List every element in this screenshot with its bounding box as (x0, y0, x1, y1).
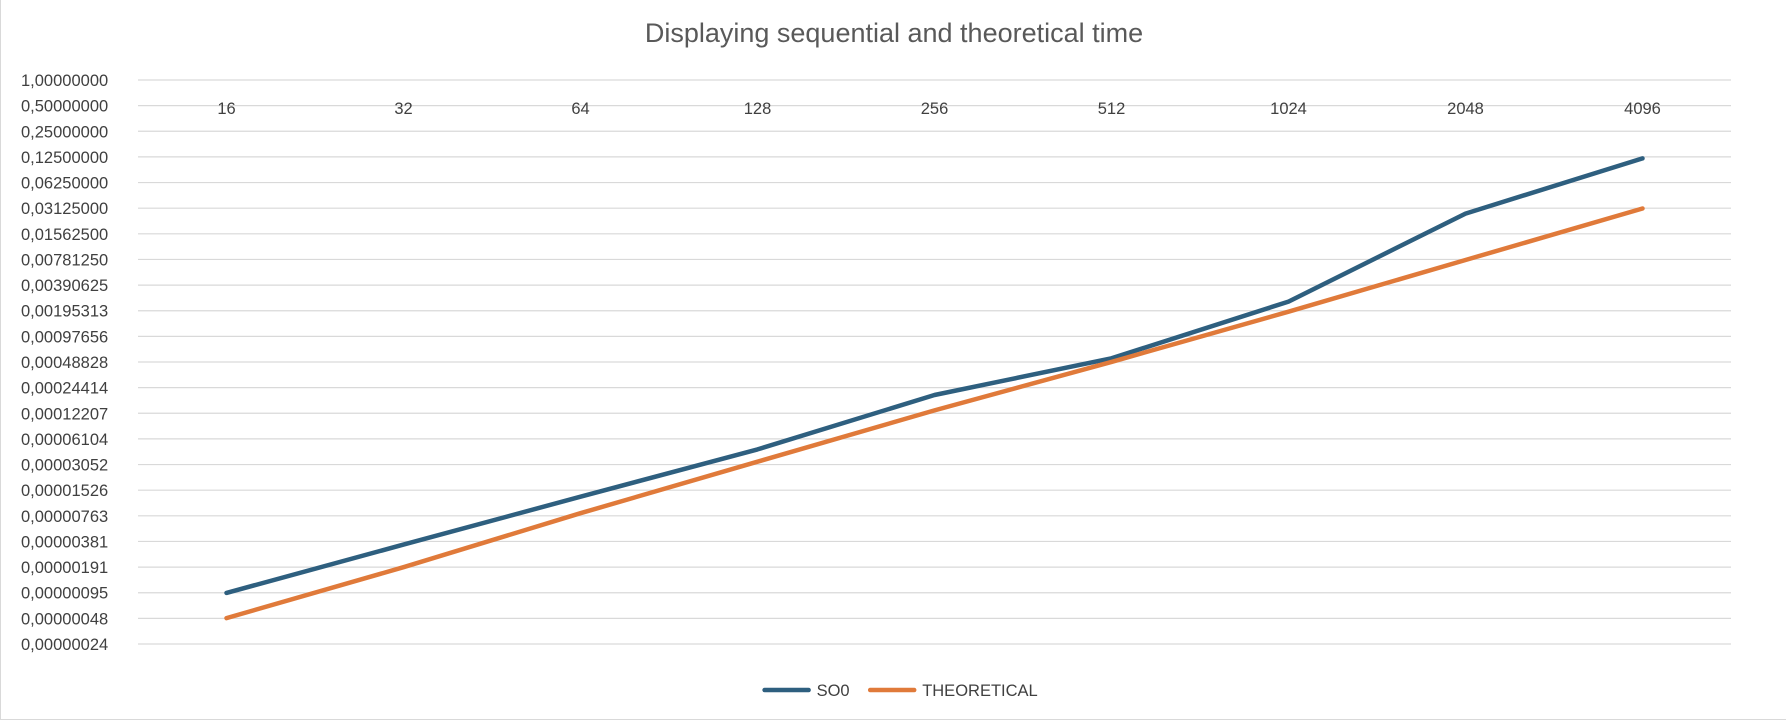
legend-label: SO0 (817, 682, 850, 700)
series-line-theoretical (224, 206, 1645, 621)
y-tick-label: 0,00097656 (21, 328, 108, 346)
y-tick-label: 0,50000000 (21, 98, 108, 116)
y-tick-label: 0,00006104 (21, 431, 108, 449)
legend-item-so0: SO0 (762, 682, 850, 700)
y-tick-label: 0,00781250 (21, 251, 108, 269)
y-tick-label: 0,00000095 (21, 585, 108, 603)
x-axis-tick-labels: 16 32 64 128 256 512 1024 2048 4096 (217, 100, 1661, 118)
x-tick-label: 128 (744, 100, 772, 118)
y-tick-label: 0,00000381 (21, 533, 108, 551)
y-axis-tick-labels: 1,00000000 0,50000000 0,25000000 0,12500000… (21, 72, 108, 654)
y-tick-label: 0,00000024 (21, 636, 108, 654)
legend: SO0 THEORETICAL (762, 682, 1038, 700)
y-tick-label: 0,00000191 (21, 559, 108, 577)
y-tick-label: 0,00390625 (21, 277, 108, 295)
y-tick-label: 0,00024414 (21, 380, 108, 398)
y-tick-label: 0,00048828 (21, 354, 108, 372)
series-line-so0 (224, 156, 1645, 596)
y-tick-label: 0,00001526 (21, 482, 108, 500)
y-tick-label: 0,00000763 (21, 508, 108, 526)
x-tick-label: 32 (394, 100, 412, 118)
legend-label: THEORETICAL (922, 682, 1038, 700)
y-tick-label: 0,00000048 (21, 610, 108, 628)
chart-title: Displaying sequential and theoretical ti… (645, 18, 1143, 48)
x-tick-label: 4096 (1624, 100, 1661, 118)
y-tick-label: 0,00003052 (21, 457, 108, 475)
series-lines (224, 156, 1645, 621)
y-tick-label: 1,00000000 (21, 72, 108, 90)
x-tick-label: 1024 (1270, 100, 1307, 118)
x-tick-label: 2048 (1447, 100, 1484, 118)
x-tick-label: 16 (217, 100, 235, 118)
x-tick-label: 256 (921, 100, 949, 118)
y-tick-label: 0,06250000 (21, 175, 108, 193)
y-tick-label: 0,03125000 (21, 200, 108, 218)
y-tick-label: 0,01562500 (21, 226, 108, 244)
y-tick-label: 0,25000000 (21, 123, 108, 141)
x-tick-label: 512 (1098, 100, 1126, 118)
x-tick-label: 64 (571, 100, 589, 118)
y-tick-label: 0,12500000 (21, 149, 108, 167)
y-tick-label: 0,00195313 (21, 303, 108, 321)
gridlines (138, 79, 1731, 645)
legend-item-theoretical: THEORETICAL (867, 682, 1038, 700)
y-tick-label: 0,00012207 (21, 405, 108, 423)
